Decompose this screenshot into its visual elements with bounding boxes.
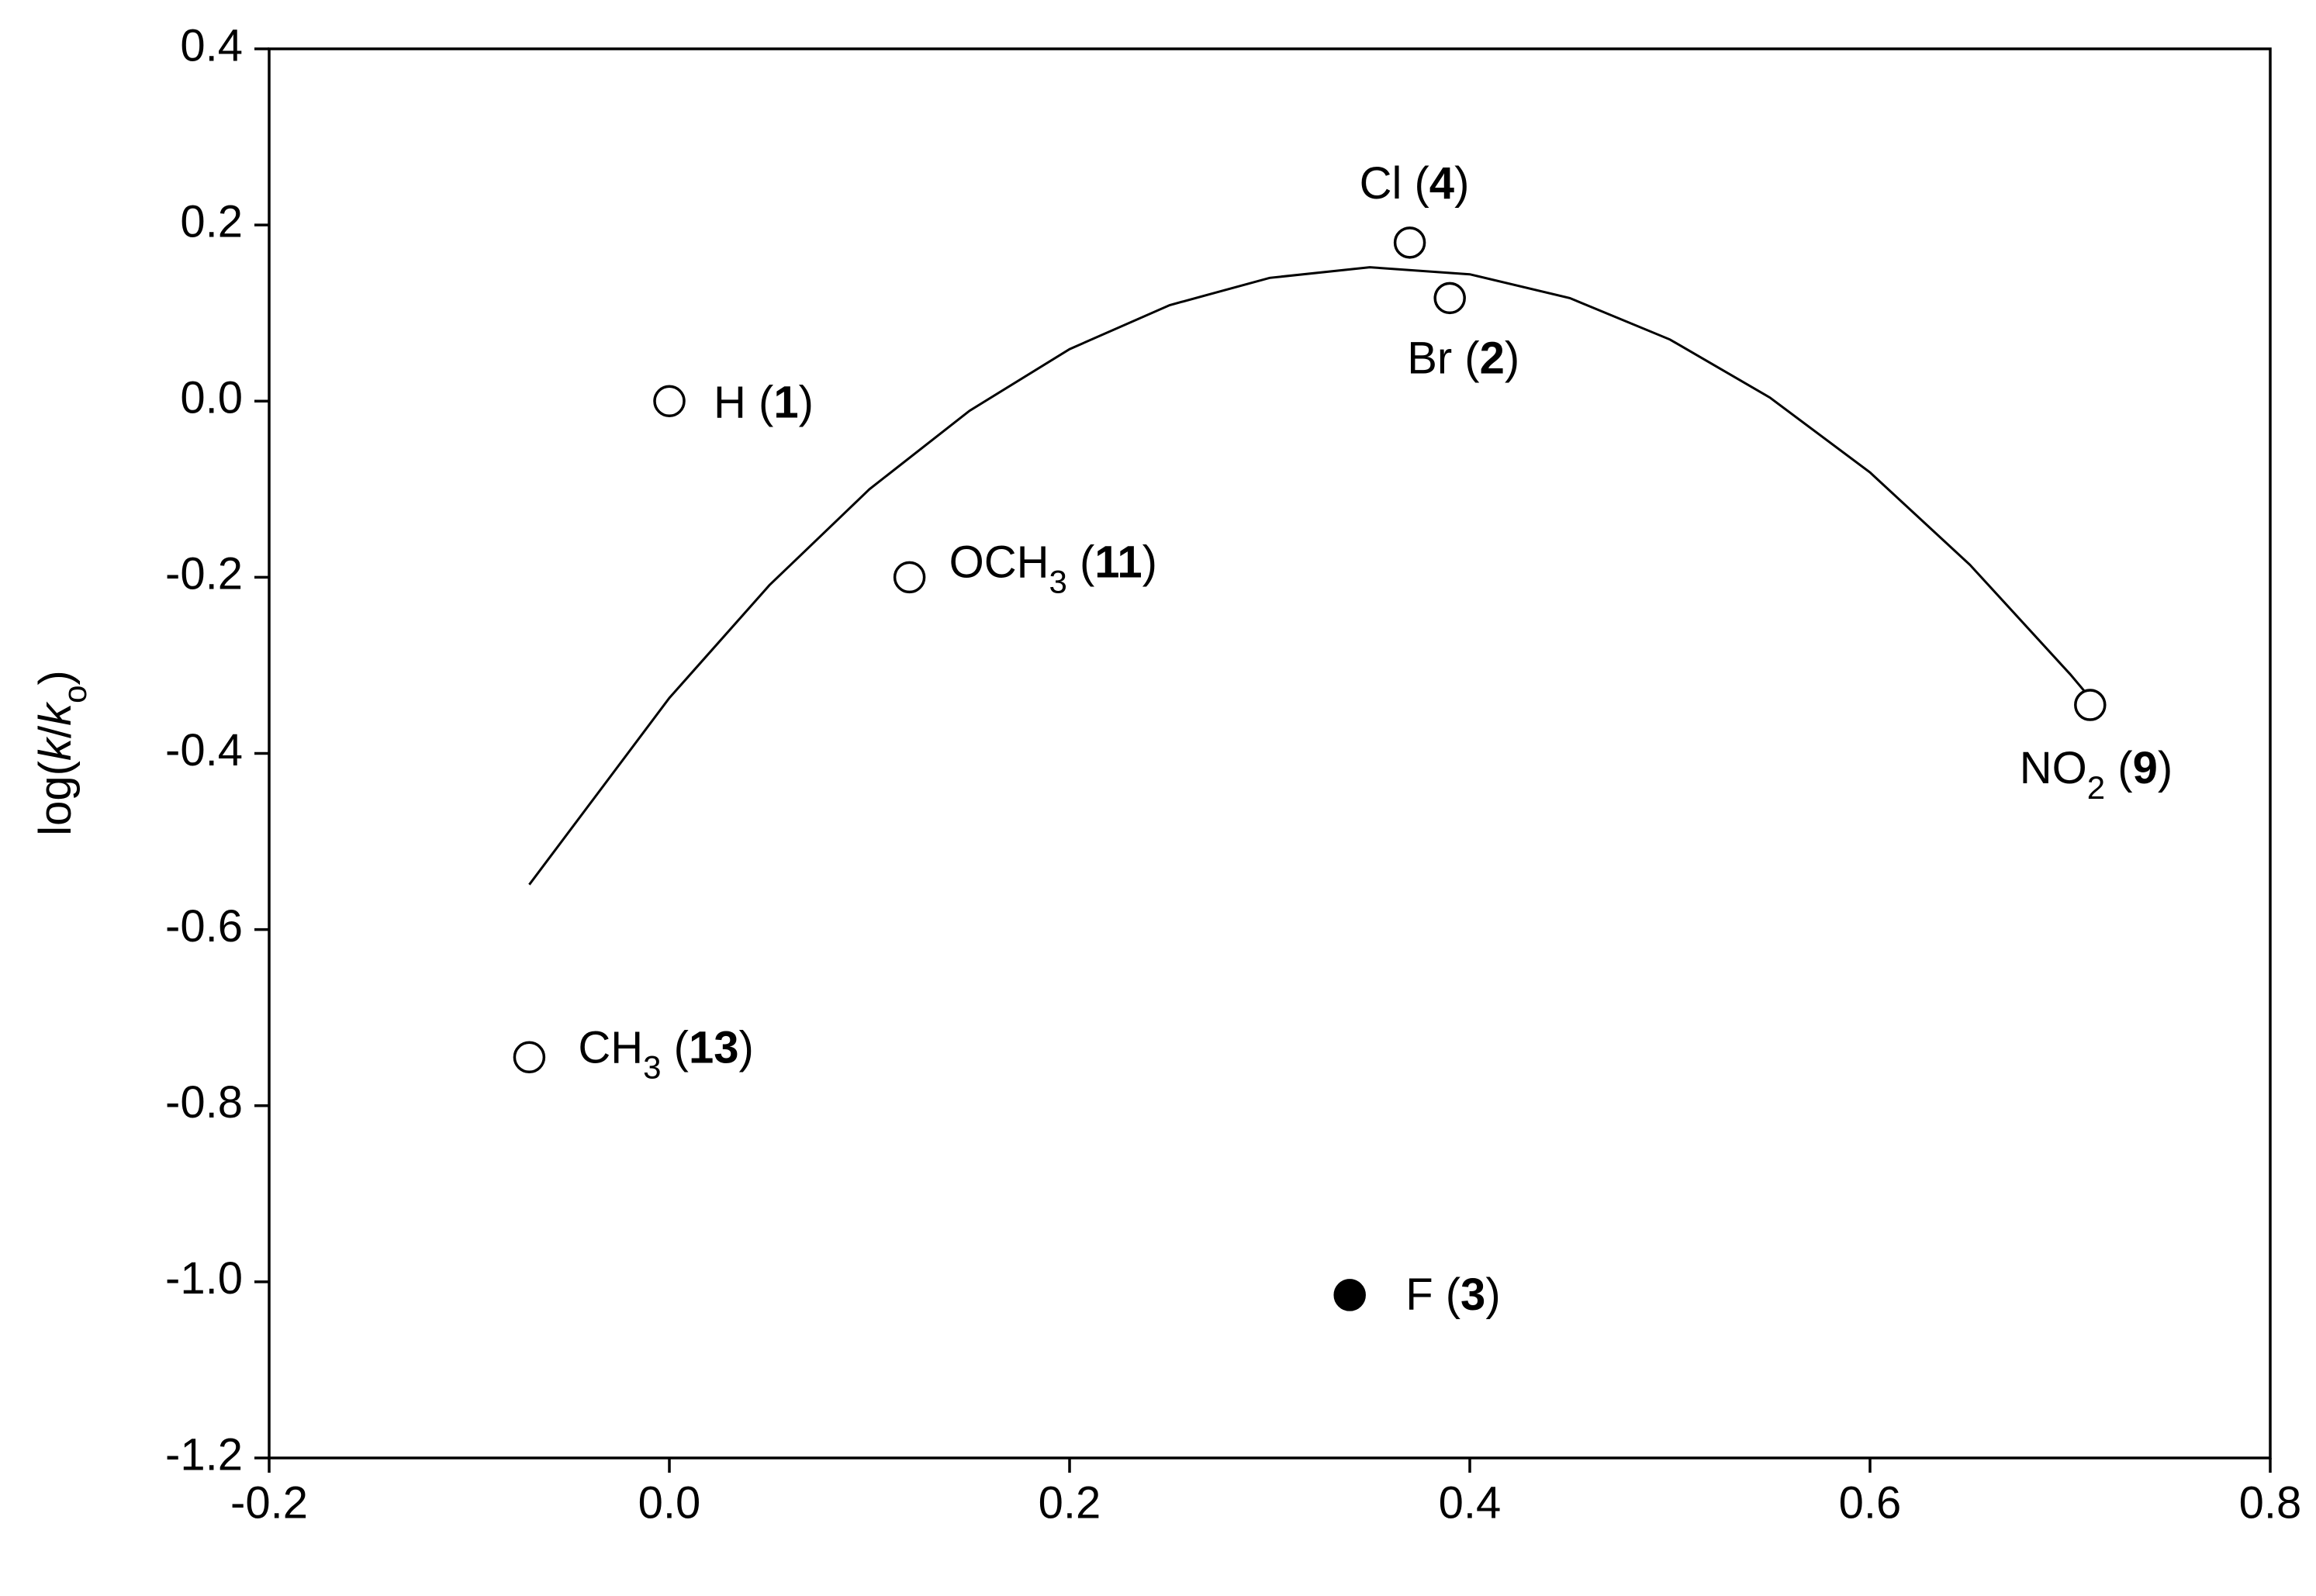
x-tick-label: 0.2 — [1039, 1477, 1101, 1528]
label-part: 3 — [1049, 563, 1066, 599]
x-tick-label: 0.4 — [1439, 1477, 1502, 1528]
y-tick-label: 0.2 — [180, 196, 243, 247]
plot-frame — [268, 47, 2272, 1460]
label-part: CH — [578, 1023, 643, 1073]
label-part: 4 — [1429, 158, 1454, 209]
label-part: 3 — [1460, 1270, 1485, 1320]
label-part: H ( — [714, 378, 773, 428]
label-part: OCH — [949, 537, 1049, 588]
y-tick-label: -0.8 — [165, 1077, 243, 1128]
data-point — [2074, 689, 2107, 721]
y-tick-label: -0.6 — [165, 901, 243, 952]
label-part: 2 — [1480, 333, 1505, 384]
label-part: 13 — [689, 1023, 739, 1073]
y-axis-label: log(k/ko) — [30, 670, 92, 836]
label-part: ) — [1142, 537, 1157, 588]
y-tick-label: -0.2 — [165, 549, 243, 599]
data-point — [1393, 226, 1426, 259]
point-label: Cl (4) — [1360, 158, 1470, 209]
point-label: H (1) — [714, 378, 814, 428]
label-part: ) — [799, 378, 814, 428]
label-part: 1 — [773, 378, 798, 428]
point-label: Br (2) — [1407, 333, 1519, 384]
label-part: 9 — [2133, 743, 2158, 793]
data-point — [893, 561, 926, 594]
label-part: ) — [1505, 333, 1519, 384]
label-part: ) — [1454, 158, 1469, 209]
label-part: ( — [662, 1023, 689, 1073]
x-tick-label: 0.0 — [638, 1477, 701, 1528]
data-point — [653, 385, 686, 417]
label-part: ) — [2158, 743, 2173, 793]
y-tick-label: 0.0 — [180, 373, 243, 423]
label-part: ) — [738, 1023, 753, 1073]
label-part: 11 — [1094, 537, 1142, 588]
label-part: F ( — [1405, 1270, 1460, 1320]
y-tick-label: -1.0 — [165, 1253, 243, 1304]
x-tick-label: 0.8 — [2239, 1477, 2302, 1528]
label-part: Br ( — [1407, 333, 1479, 384]
label-part: log( — [30, 761, 81, 836]
point-label: F (3) — [1405, 1270, 1500, 1320]
label-part: ) — [1485, 1270, 1500, 1320]
label-part: NO — [2020, 743, 2087, 793]
fit-curve — [528, 266, 2091, 886]
data-point — [1433, 282, 1466, 315]
label-part: k — [30, 701, 81, 726]
y-tick-label: 0.4 — [180, 20, 243, 71]
point-label: OCH3 (11) — [949, 537, 1157, 599]
label-part: ( — [1067, 537, 1094, 588]
label-part: o — [57, 686, 93, 703]
data-point — [1333, 1279, 1366, 1311]
label-part: ) — [30, 670, 81, 685]
label-part: 3 — [643, 1048, 661, 1085]
label-part: k — [30, 736, 81, 761]
point-label: CH3 (13) — [578, 1023, 753, 1085]
label-part: Cl ( — [1360, 158, 1429, 209]
data-point — [513, 1041, 546, 1074]
x-tick-label: 0.6 — [1839, 1477, 1902, 1528]
label-part: / — [30, 725, 81, 738]
y-tick-label: -0.4 — [165, 725, 243, 776]
x-tick-label: -0.2 — [230, 1477, 308, 1528]
label-part: 2 — [2087, 769, 2105, 806]
point-label: NO2 (9) — [2020, 743, 2173, 805]
y-tick-label: -1.2 — [165, 1429, 243, 1480]
label-part: ( — [2105, 743, 2132, 793]
